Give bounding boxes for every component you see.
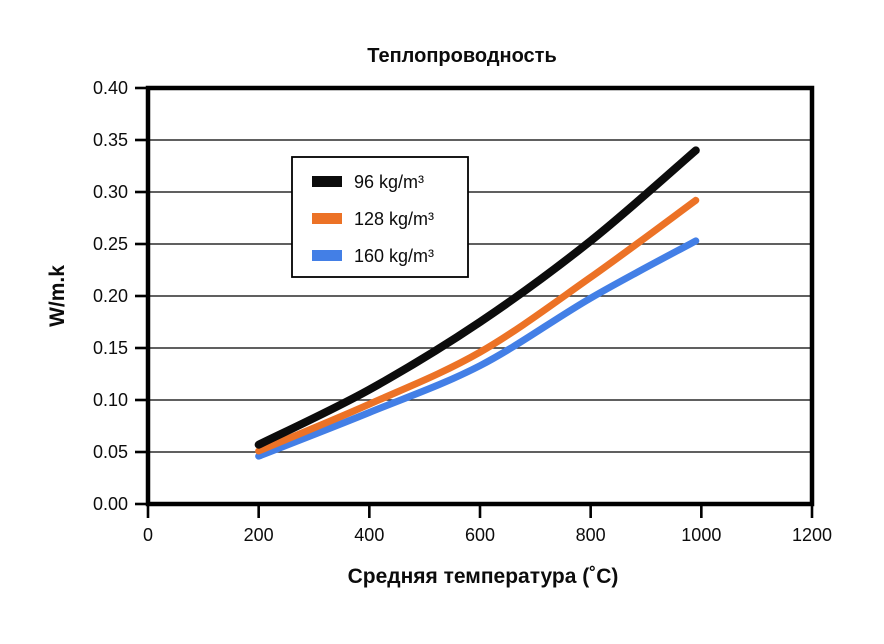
legend-swatch-160-kg-m- [312,250,342,261]
y-tick-label: 0.40 [93,78,128,98]
x-tick-label: 600 [465,525,495,545]
x-tick-label: 200 [244,525,274,545]
y-tick-label: 0.05 [93,442,128,462]
grid-layer [148,139,812,453]
x-tick-label: 400 [354,525,384,545]
legend-label: 128 kg/m³ [354,209,434,229]
x-tick-label: 0 [143,525,153,545]
series-line-96-kg-m- [254,146,700,449]
y-tick-label: 0.30 [93,182,128,202]
legend-swatch-128-kg-m- [312,213,342,224]
x-tick-label: 800 [576,525,606,545]
legend-swatch-96-kg-m- [312,176,342,187]
x-tick-label: 1200 [792,525,832,545]
y-axis-label: W/m.k [46,265,69,327]
x-tick-label: 1000 [681,525,721,545]
legend-layer: 96 kg/m³ 128 kg/m³ 160 kg/m³ [291,156,469,278]
y-tick-label: 0.25 [93,234,128,254]
series-line-160-kg-m- [255,237,700,460]
series-line-128-kg-m- [255,196,700,455]
y-tick-label: 0.10 [93,390,128,410]
y-tick-label: 0.20 [93,286,128,306]
y-tick-label: 0.00 [93,494,128,514]
y-tick-label: 0.35 [93,130,128,150]
x-axis-label: Средняя температура (˚C) [348,565,619,588]
series-layer [254,146,700,460]
axis-layer: 0.00 0.05 0.10 0.15 0.20 0.25 0.30 0.35 0.40 0 200… [93,78,832,545]
legend-label: 160 kg/m³ [354,246,434,266]
legend-label: 96 kg/m³ [354,172,424,192]
plot-frame [145,85,815,507]
y-tick-label: 0.15 [93,338,128,358]
chart-title: Теплопроводность [367,45,557,67]
